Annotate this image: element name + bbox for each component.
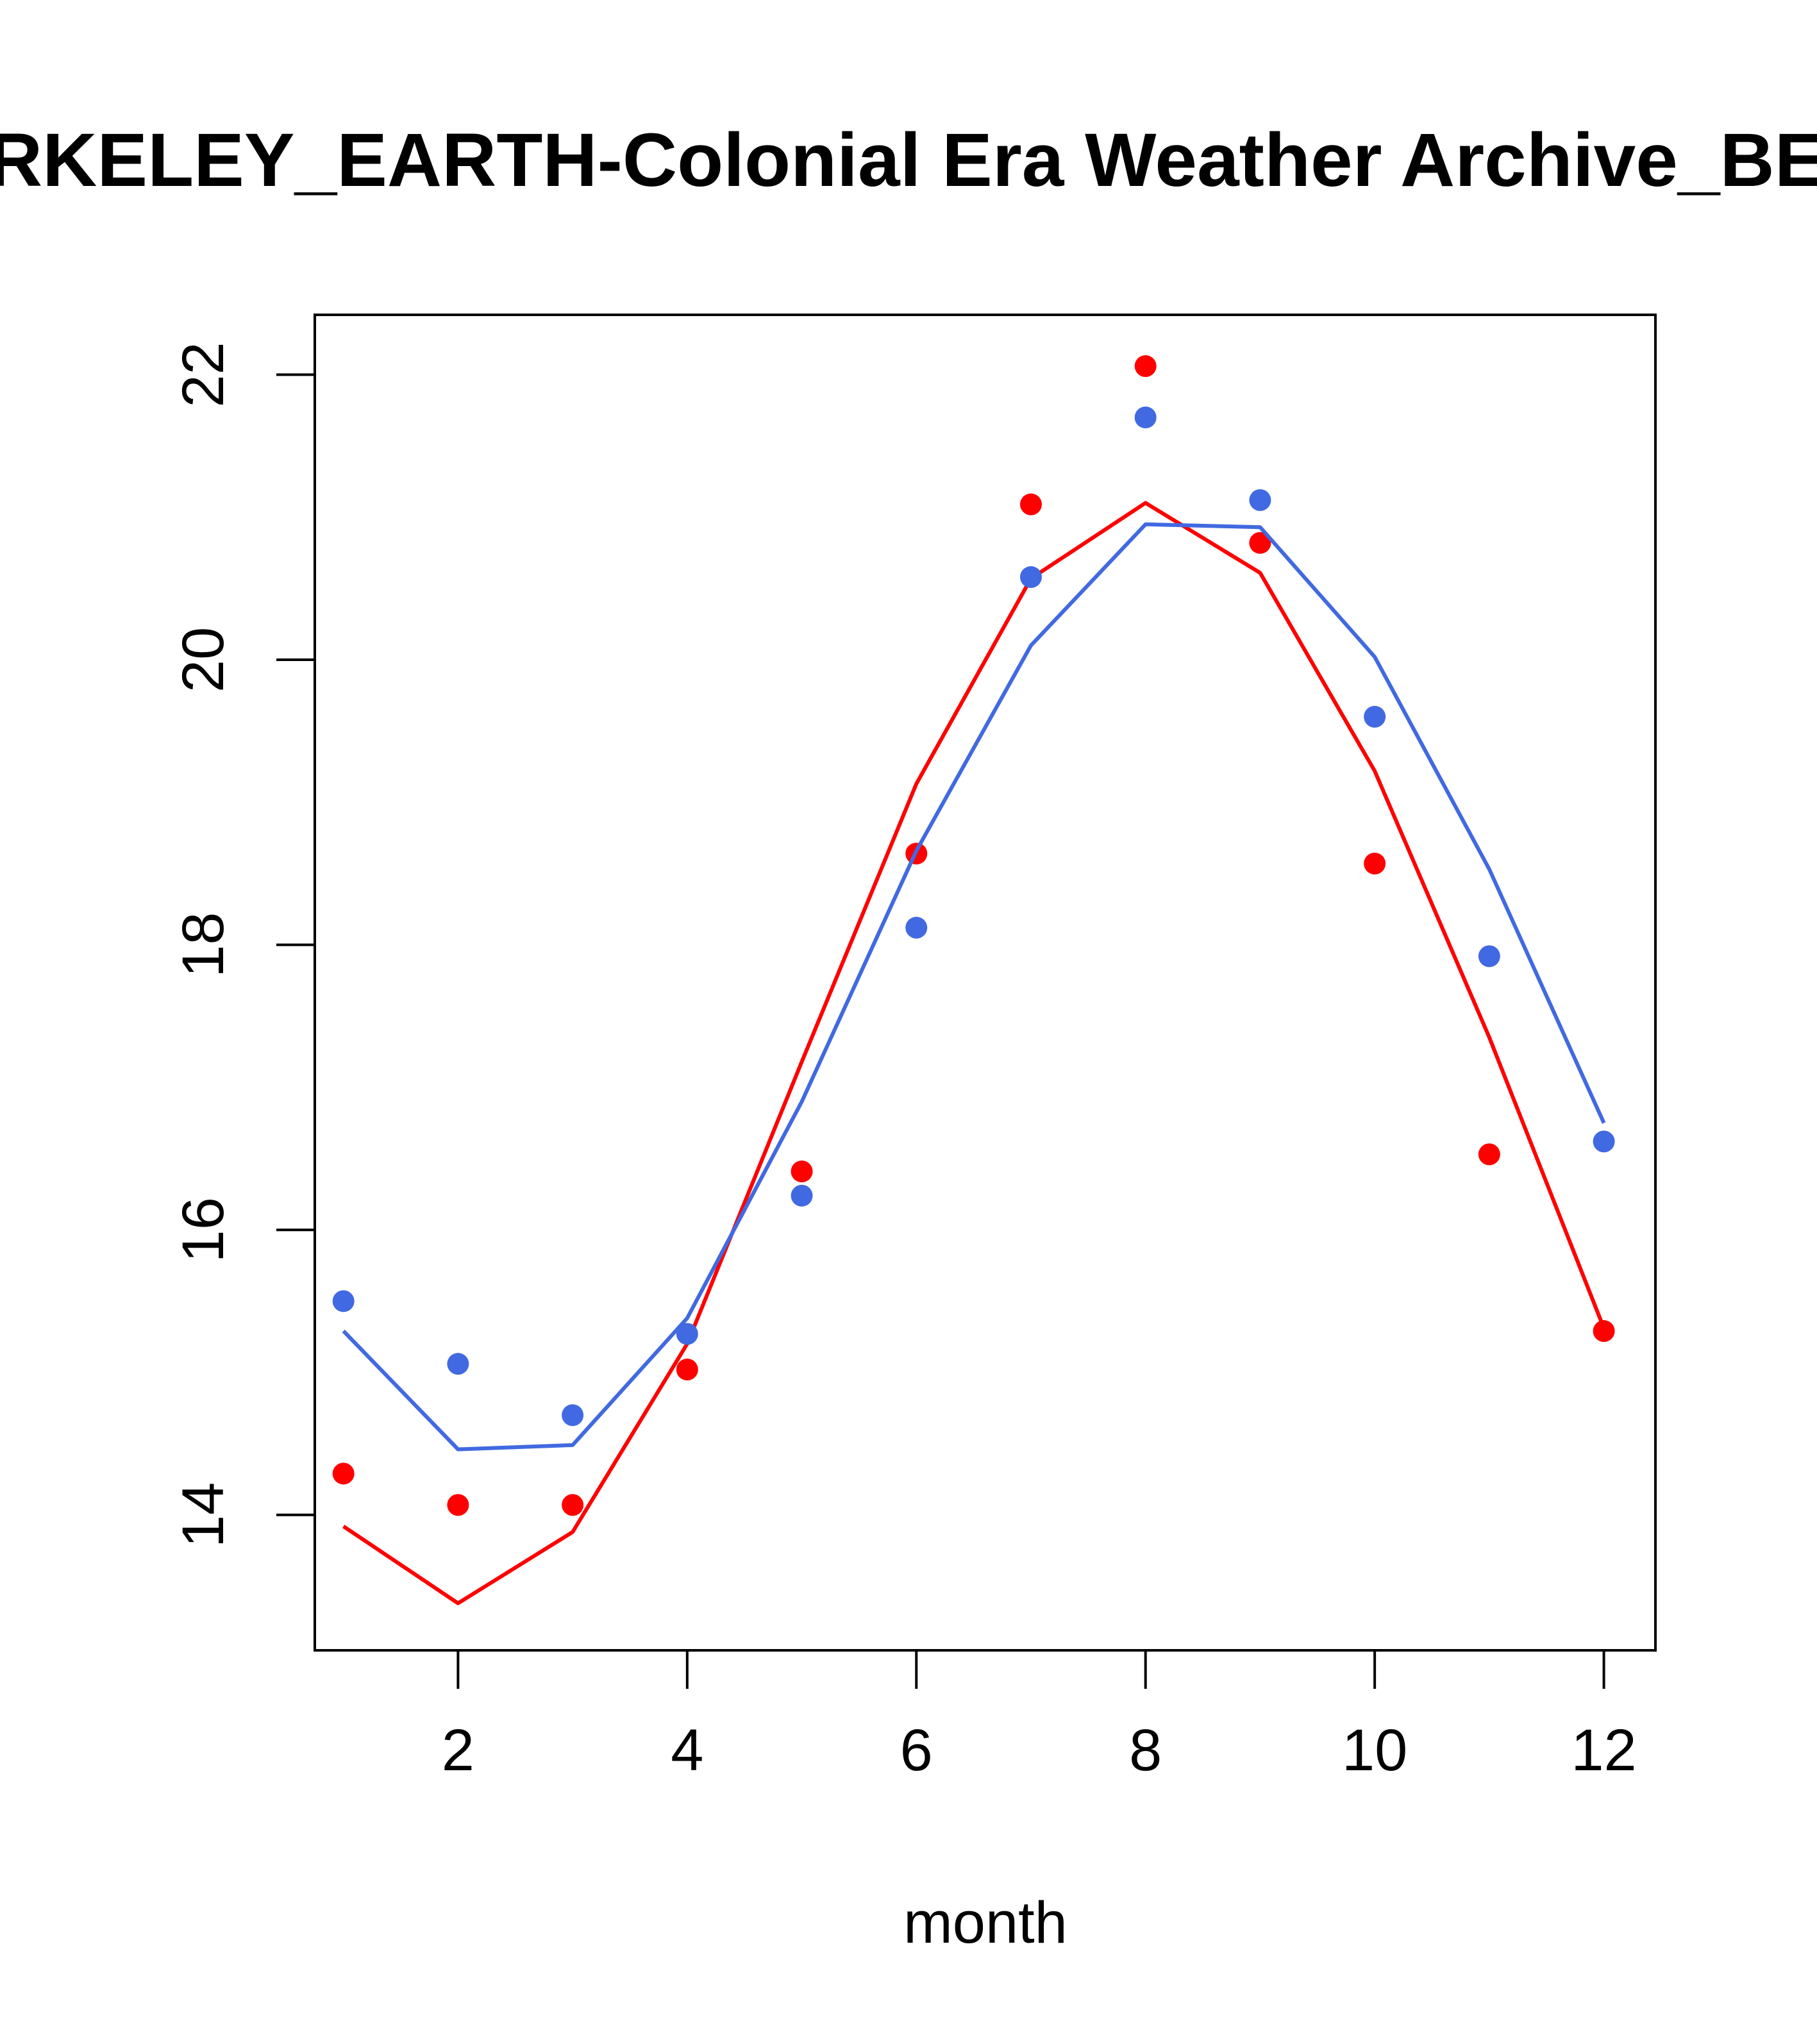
x-tick-label: 2 [442,1718,474,1783]
series-2-point [1019,566,1042,589]
series-1-point [1478,1143,1500,1166]
y-tick-label: 16 [171,1197,236,1262]
y-tick-label: 14 [171,1482,236,1548]
series-2-point [1593,1130,1615,1153]
series-2-point [791,1184,813,1207]
y-axis: 14 16 18 20 22 [171,342,316,1548]
series-2-point [562,1404,584,1427]
series-2-point [332,1290,355,1312]
x-axis-label: month [903,1890,1068,1956]
x-axis: 2 4 6 8 10 12 [442,1649,1637,1783]
series-2-point [905,916,928,939]
series-1-point [1249,532,1271,554]
series-1-point [562,1494,584,1516]
series-1-point [791,1160,813,1183]
x-tick-label: 10 [1342,1718,1407,1783]
plot-area-border [314,314,1657,1652]
x-tick-label: 6 [900,1718,933,1783]
series-layer [332,355,1615,1605]
series-1-point [332,1462,355,1485]
series-1-point [447,1494,469,1516]
series-1-point [1019,493,1042,515]
series-2 [332,406,1615,1452]
series-1-point [676,1359,698,1381]
series-2-point [1249,489,1271,511]
series-2-point [676,1323,698,1345]
y-tick-label: 22 [171,342,236,407]
x-tick-label: 4 [671,1718,703,1783]
x-tick-label: 12 [1571,1718,1636,1783]
y-ticks: 14 16 18 20 22 [171,342,315,1548]
chart-title: BERKELEY_EARTH-Colonial Era Weather Arch… [0,118,1817,203]
x-tick-label: 8 [1129,1718,1162,1783]
series-1-point [1134,355,1157,378]
series-1-point [1593,1320,1615,1343]
y-tick-label: 18 [171,912,236,977]
y-tick-label: 20 [171,627,236,692]
series-2-point [1364,705,1386,728]
series-2-point [1134,406,1157,429]
series-1-point [1364,852,1386,875]
series-2-point [1478,945,1500,968]
series-2-point [447,1353,469,1375]
series-2-line [342,522,1606,1452]
x-ticks: 2 4 6 8 10 12 [442,1650,1637,1783]
series-1-line [342,501,1606,1605]
series-1 [332,355,1615,1605]
